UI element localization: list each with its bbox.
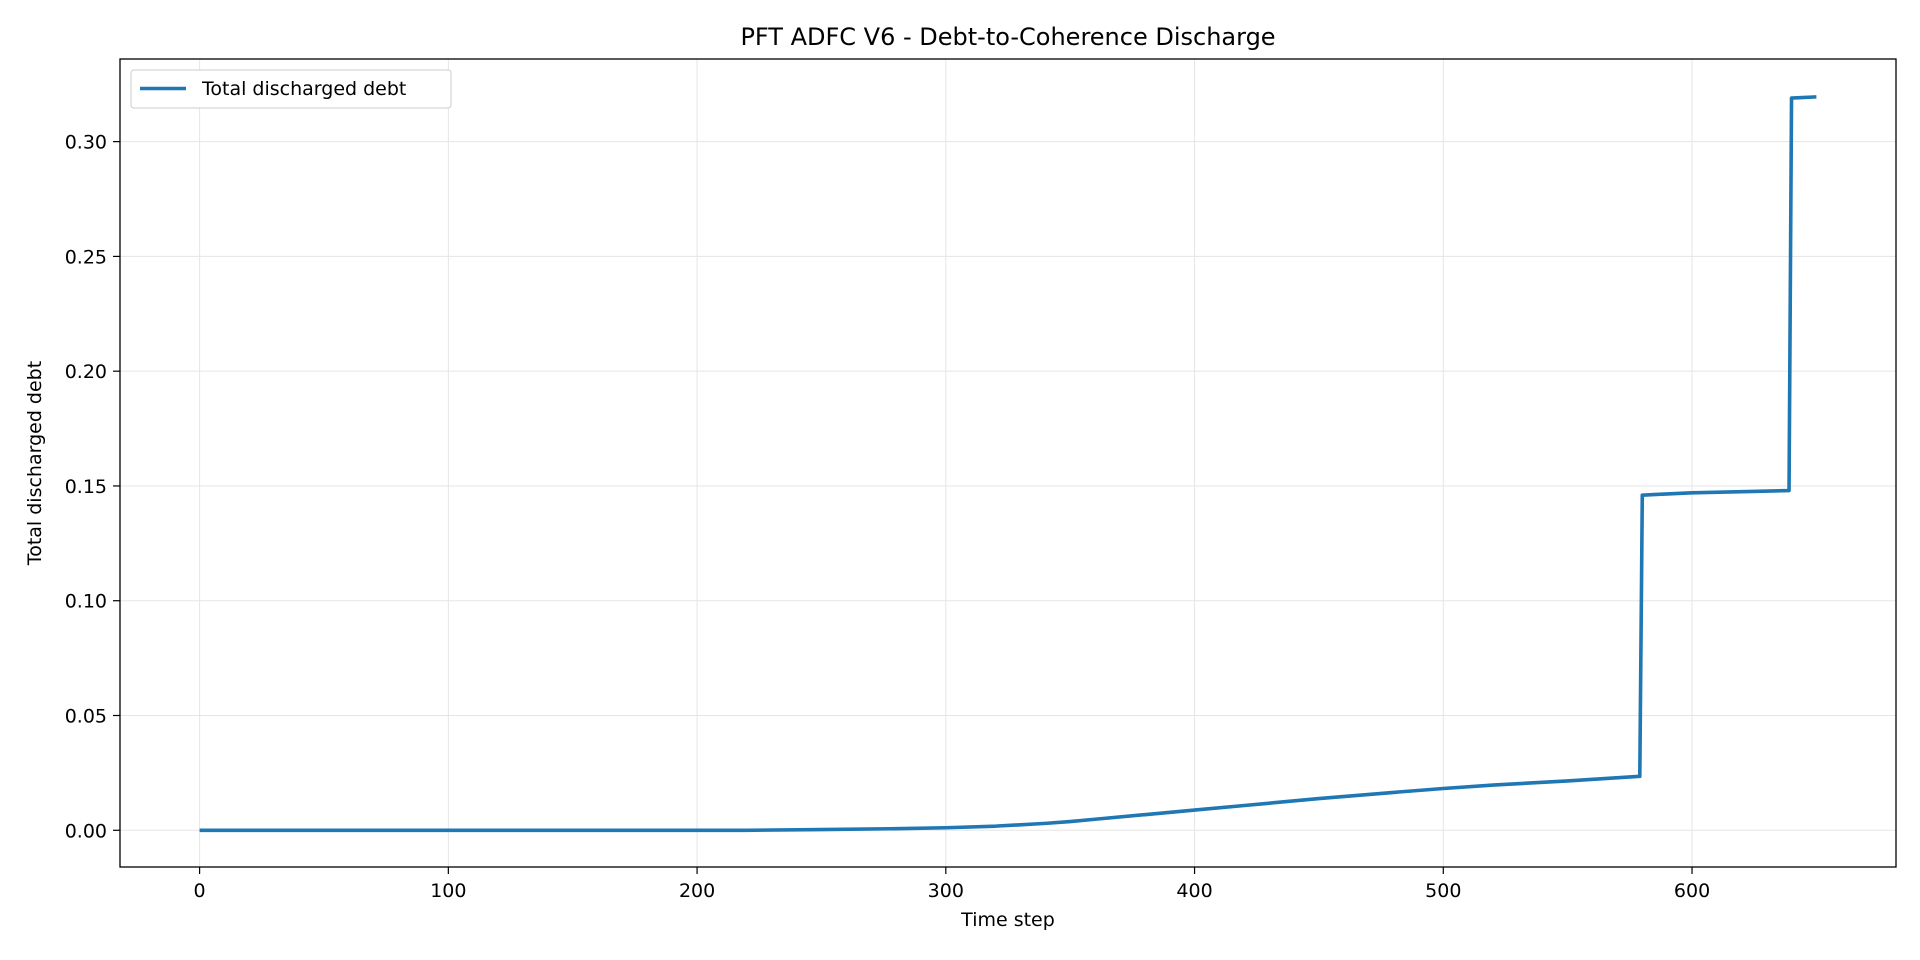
- series-line-group: [199, 95, 1817, 833]
- x-tick-label: 400: [1176, 880, 1212, 902]
- grid: [120, 59, 1896, 867]
- y-tick-label: 0.10: [65, 591, 107, 613]
- y-tick-label: 0.00: [65, 820, 107, 842]
- y-tick-label: 0.15: [65, 476, 107, 498]
- series-line: [199, 95, 1817, 833]
- x-axis-label: Time step: [960, 909, 1055, 931]
- x-tick-label: 300: [928, 880, 964, 902]
- x-tick-label: 0: [194, 880, 206, 902]
- y-tick-label: 0.05: [65, 706, 107, 728]
- y-tick-label: 0.25: [65, 246, 107, 268]
- y-axis-label: Total discharged debt: [24, 361, 46, 566]
- y-axis: 0.00 0.05 0.10 0.15 0.20 0.25 0.30: [65, 132, 120, 842]
- y-tick-label: 0.30: [65, 132, 107, 154]
- x-tick-label: 500: [1425, 880, 1461, 902]
- x-axis: 0 100 200 300 400 500 600: [194, 867, 1710, 902]
- x-tick-label: 200: [679, 880, 715, 902]
- legend: Total discharged debt: [130, 69, 452, 109]
- legend-label: Total discharged debt: [201, 78, 406, 100]
- legend-box: [130, 69, 452, 109]
- plot-frame: [119, 58, 1897, 868]
- x-tick-label: 100: [430, 880, 466, 902]
- x-tick-label: 600: [1674, 880, 1710, 902]
- chart-title: PFT ADFC V6 - Debt-to-Coherence Discharg…: [740, 23, 1275, 51]
- y-tick-label: 0.20: [65, 361, 107, 383]
